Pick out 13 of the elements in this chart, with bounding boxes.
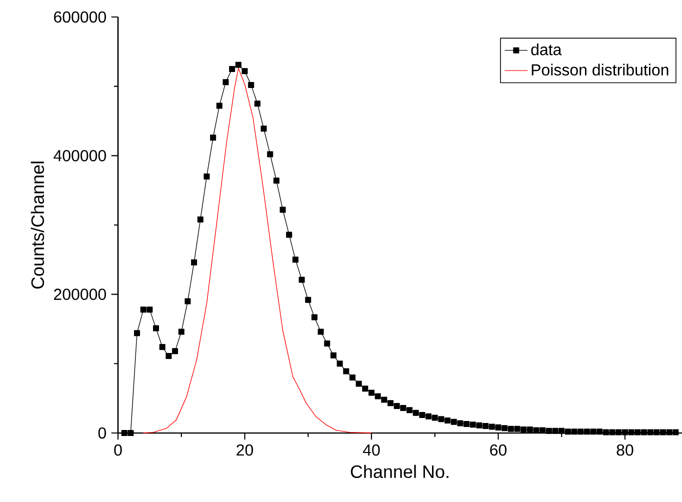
- x-tick-label: 20: [236, 444, 254, 456]
- x-axis-title: Channel No.: [350, 464, 448, 478]
- legend-label: Poisson distribution: [532, 64, 668, 76]
- x-tick-label: 80: [616, 444, 634, 456]
- y-tick-label: 600000: [54, 11, 106, 23]
- y-tick-label: 400000: [54, 150, 106, 162]
- legend-label: data: [531, 44, 562, 56]
- x-tick-label: 40: [362, 444, 380, 456]
- x-tick-label: 0: [114, 444, 122, 456]
- y-tick-label: 0: [98, 427, 106, 439]
- x-tick-label: 60: [490, 444, 507, 456]
- y-tick-label: 200000: [54, 288, 106, 300]
- y-axis-title: Counts/Channel: [30, 162, 44, 289]
